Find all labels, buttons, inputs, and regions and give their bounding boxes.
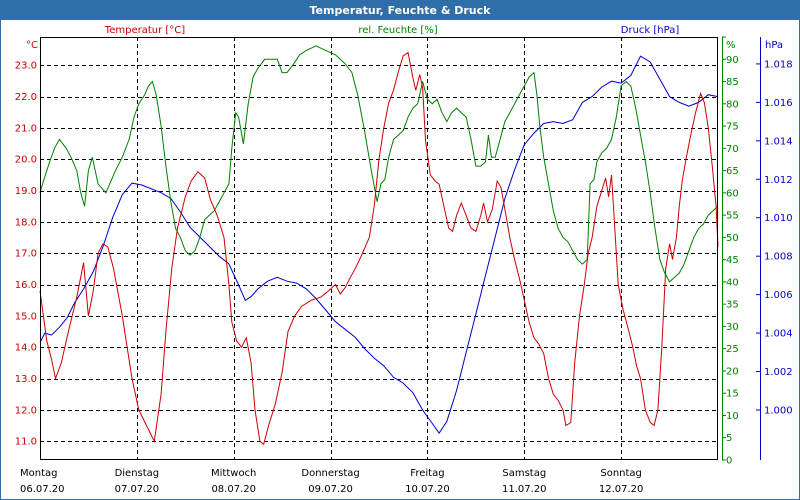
temperature-tick-label: 11.0 — [15, 437, 37, 448]
humidity-tick-label: 5 — [726, 433, 732, 444]
pressure-tick-label: 1.004 — [764, 329, 793, 340]
plot-area — [40, 37, 718, 460]
axis-titles: Temperatur [°C] rel. Feuchte [%] Druck [hP… — [104, 25, 680, 36]
day-label: Montag — [20, 468, 57, 479]
series-pressure-line — [39, 55, 719, 434]
day-label: Freitag — [410, 468, 444, 479]
humidity-tick-label: 0 — [726, 456, 732, 467]
temperature-tick-label: 17.0 — [15, 249, 37, 260]
humidity-tick-label: 75 — [726, 122, 739, 133]
humidity-tick-label: 65 — [726, 166, 739, 177]
plot-border — [40, 37, 718, 460]
humidity-tick-label: 70 — [726, 144, 739, 155]
pressure-tick-label: 1.016 — [764, 98, 793, 109]
humidity-tick-label: 60 — [726, 188, 739, 199]
temperature-tick-label: 18.0 — [15, 217, 37, 228]
temperature-axis: 11.0 12.0 13.0 14.0 15.0 16.0 17.0 18.0 19.0 20.0… — [15, 40, 38, 448]
humidity-tick-label: 35 — [726, 300, 739, 311]
date-label: 06.07.20 — [20, 484, 65, 495]
temperature-tick-label: 15.0 — [15, 311, 37, 322]
day-label: Samstag — [502, 468, 546, 479]
temperature-tick-label: 19.0 — [15, 186, 37, 197]
humidity-tick-label: 50 — [726, 233, 739, 244]
humidity-unit: % — [726, 40, 736, 51]
pressure-tick-label: 1.012 — [764, 175, 793, 186]
date-label: 10.07.20 — [405, 484, 450, 495]
temperature-axis-title: Temperatur [°C] — [104, 25, 185, 36]
time-axis: Montag 06.07.20 Dienstag 07.07.20 Mittwoch 08… — [20, 468, 643, 495]
series-temperature-line — [39, 51, 719, 446]
day-label: Dienstag — [115, 468, 160, 479]
pressure-axis: 1.000 1.002 1.004 1.006 1.008 1.010 1.012 1.014… — [756, 37, 793, 460]
humidity-tick-label: 45 — [726, 255, 739, 266]
temperature-unit: °C — [26, 40, 38, 51]
temperature-tick-label: 14.0 — [15, 343, 37, 354]
day-label: Sonntag — [600, 468, 642, 479]
temperature-tick-label: 16.0 — [15, 280, 37, 291]
humidity-tick-label: 40 — [726, 277, 739, 288]
temperature-tick-label: 20.0 — [15, 155, 37, 166]
date-label: 09.07.20 — [308, 484, 353, 495]
pressure-tick-label: 1.018 — [764, 59, 793, 70]
humidity-axis-title: rel. Feuchte [%] — [358, 25, 437, 36]
date-label: 08.07.20 — [211, 484, 256, 495]
pressure-tick-label: 1.006 — [764, 290, 793, 301]
pressure-axis-title: Druck [hPa] — [621, 25, 680, 36]
day-label: Donnerstag — [301, 468, 359, 479]
pressure-tick-label: 1.010 — [764, 213, 793, 224]
series-lines — [39, 45, 719, 446]
date-label: 12.07.20 — [599, 484, 644, 495]
day-label: Mittwoch — [211, 468, 256, 479]
humidity-axis: 0 5 10 15 20 25 30 35 40 45 50 55 60 65 70 75 80 85 90% — [722, 36, 739, 467]
humidity-tick-label: 25 — [726, 344, 739, 355]
humidity-tick-label: 30 — [726, 322, 739, 333]
date-label: 11.07.20 — [502, 484, 547, 495]
temperature-tick-label: 13.0 — [15, 374, 37, 385]
chart-title: Temperatur, Feuchte & Druck — [1, 1, 799, 20]
date-label: 07.07.20 — [115, 484, 160, 495]
pressure-tick-label: 1.014 — [764, 136, 793, 147]
temperature-tick-label: 22.0 — [15, 92, 37, 103]
humidity-tick-label: 85 — [726, 77, 739, 88]
temperature-tick-label: 12.0 — [15, 405, 37, 416]
temperature-tick-label: 21.0 — [15, 123, 37, 134]
humidity-tick-label: 55 — [726, 211, 739, 222]
humidity-tick-label: 20 — [726, 366, 739, 377]
pressure-tick-label: 1.008 — [764, 252, 793, 263]
humidity-tick-label: 90 — [726, 55, 739, 66]
pressure-unit: hPa — [765, 40, 783, 51]
humidity-tick-label: 10 — [726, 411, 739, 422]
temperature-tick-label: 23.0 — [15, 61, 37, 72]
series-humidity-line — [39, 45, 719, 283]
pressure-tick-label: 1.000 — [764, 406, 793, 417]
humidity-tick-label: 80 — [726, 99, 739, 110]
pressure-tick-label: 1.002 — [764, 367, 793, 378]
humidity-tick-label: 15 — [726, 389, 739, 400]
